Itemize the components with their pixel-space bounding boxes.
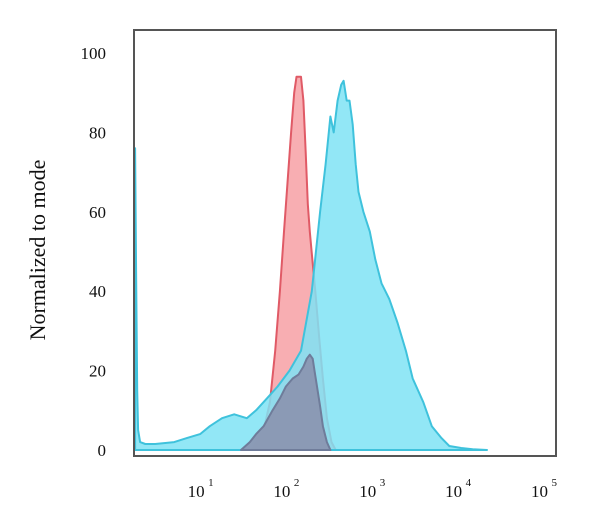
- x-tick-label: 10 5: [531, 477, 558, 501]
- x-tick-exponent: 5: [551, 477, 557, 489]
- histogram-series-2: [134, 79, 488, 451]
- y-tick-label: 0: [98, 441, 107, 460]
- x-tick-exponent: 2: [294, 477, 300, 489]
- x-tick-label: 10 2: [273, 477, 299, 501]
- y-axis-title: Normalized to mode: [25, 160, 50, 341]
- y-tick-label: 20: [89, 362, 106, 381]
- x-tick-base: 10: [445, 482, 462, 501]
- plot-frame: [133, 29, 557, 457]
- x-tick-labels: 10 1 10 2 10 3 10 4 10 5: [188, 477, 558, 501]
- x-tick-label: 10 1: [188, 477, 214, 501]
- x-tick-base: 10: [273, 482, 290, 501]
- x-tick-label: 10 4: [445, 477, 472, 501]
- histogram-series-3: [240, 353, 332, 451]
- series-layer: [134, 75, 488, 451]
- x-tick-base: 10: [359, 482, 376, 501]
- y-tick-label: 60: [89, 203, 106, 222]
- y-tick-labels: 0 20 40 60 80 100: [81, 44, 107, 460]
- y-tick-label: 80: [89, 123, 106, 142]
- x-tick-exponent: 1: [208, 477, 214, 489]
- x-tick-label: 10 3: [359, 477, 386, 501]
- y-tick-label: 100: [81, 44, 107, 63]
- x-tick-exponent: 3: [380, 477, 386, 489]
- y-tick-label: 40: [89, 282, 106, 301]
- x-tick-base: 10: [188, 482, 205, 501]
- x-tick-exponent: 4: [466, 477, 472, 489]
- x-tick-base: 10: [531, 482, 548, 501]
